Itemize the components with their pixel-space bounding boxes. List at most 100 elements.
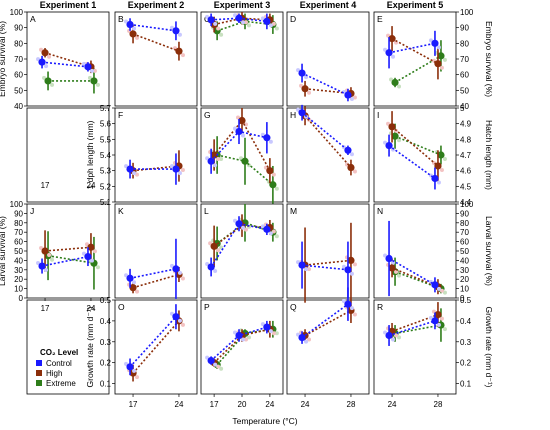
series-line	[391, 126, 439, 167]
data-point	[235, 220, 243, 228]
series-line	[301, 112, 349, 151]
replicate-point	[205, 261, 210, 266]
y-tick-label: 90	[14, 209, 23, 218]
y-tick-label-right: 4.4	[460, 198, 472, 207]
y-tick-label-right: 100	[460, 200, 474, 209]
replicate-point	[205, 156, 210, 161]
replicate-point	[213, 21, 218, 26]
replicate-point	[180, 322, 185, 327]
y-tick-label-right: 40	[460, 256, 469, 265]
y-tick-label-right: 40	[460, 102, 469, 111]
y-tick-label-right: 70	[460, 55, 469, 64]
replicate-point	[442, 327, 447, 332]
replicate-point	[436, 180, 441, 185]
panel-label: N	[377, 206, 383, 216]
y-tick-label: 5.2	[100, 182, 112, 191]
x-tick-label: 24	[301, 400, 310, 409]
replicate-point	[132, 368, 137, 373]
replicate-point	[268, 139, 273, 144]
replicate-point	[349, 306, 354, 311]
replicate-point	[81, 251, 86, 256]
y-tick-label: 70	[14, 55, 23, 64]
data-point	[241, 157, 249, 165]
data-point	[385, 331, 393, 340]
data-point	[126, 274, 134, 282]
experiment-titles: Experiment 1 Experiment 2 Experiment 3 Expe…	[40, 0, 444, 10]
panel-frame	[26, 299, 110, 395]
data-point	[344, 146, 352, 154]
replicate-point	[180, 53, 185, 58]
y-tick-label-right: 5	[460, 104, 465, 113]
data-point	[41, 247, 49, 255]
y-tick-label: 0.5	[100, 296, 112, 305]
data-point	[266, 167, 274, 175]
replicate-point	[296, 260, 301, 265]
replicate-point	[36, 57, 41, 62]
replicate-point	[383, 140, 388, 145]
replicate-point	[271, 229, 276, 234]
replicate-point	[442, 290, 447, 295]
data-point	[172, 27, 180, 35]
replicate-point	[236, 115, 240, 120]
replicate-point	[172, 46, 177, 51]
data-point	[434, 311, 442, 319]
x-tick-label: 17	[41, 181, 50, 190]
replicate-point	[307, 267, 312, 272]
replicate-point	[307, 90, 312, 95]
replicate-point	[386, 33, 391, 38]
replicate-point	[391, 337, 396, 342]
replicate-point	[394, 269, 399, 274]
replicate-point	[135, 375, 140, 380]
data-point	[87, 243, 95, 251]
replicate-point	[352, 312, 357, 317]
replicate-point	[271, 172, 276, 177]
replicate-point	[397, 138, 402, 143]
replicate-point	[274, 234, 279, 239]
replicate-point	[260, 132, 265, 137]
panel-frame	[26, 107, 110, 203]
data-point	[344, 91, 352, 99]
replicate-point	[92, 68, 97, 73]
x-tick-label: 24	[265, 400, 274, 409]
series-line	[132, 33, 180, 52]
replicate-point	[383, 47, 388, 52]
replicate-point	[439, 316, 444, 321]
data-point	[175, 47, 183, 55]
replicate-point	[92, 249, 97, 254]
data-point	[388, 264, 396, 272]
y-tick-label-right: 0.3	[460, 338, 472, 347]
replicate-point	[341, 264, 346, 269]
replicate-point	[271, 331, 276, 336]
y-tick-label-right: 70	[460, 228, 469, 237]
replicate-point	[84, 242, 89, 247]
series-line	[210, 222, 268, 268]
panel-label: M	[290, 206, 297, 216]
series-line	[44, 246, 92, 252]
replicate-point	[124, 273, 129, 278]
replicate-point	[216, 157, 221, 161]
series-line	[132, 273, 180, 289]
data-point	[210, 151, 218, 159]
panel-label: P	[204, 302, 210, 312]
legend-label: High	[46, 369, 62, 378]
data-point	[238, 116, 246, 125]
series-line	[129, 23, 177, 32]
replicate-point	[397, 84, 402, 89]
data-point	[431, 281, 439, 289]
series-line	[388, 257, 436, 286]
y-tick-label-right: 60	[460, 71, 469, 80]
panel-label: K	[118, 206, 124, 216]
series-line	[211, 17, 267, 23]
replicate-point	[442, 157, 447, 161]
y-tick-label-right: 0	[460, 294, 465, 303]
legend-swatch	[36, 360, 42, 366]
replicate-point	[135, 289, 140, 294]
replicate-point	[349, 152, 354, 157]
series-line	[388, 42, 436, 54]
panel-label: D	[290, 14, 296, 24]
data-point	[84, 63, 92, 71]
y-tick-label: 5.6	[100, 120, 112, 129]
replicate-point	[169, 25, 174, 30]
data-point	[207, 263, 215, 271]
